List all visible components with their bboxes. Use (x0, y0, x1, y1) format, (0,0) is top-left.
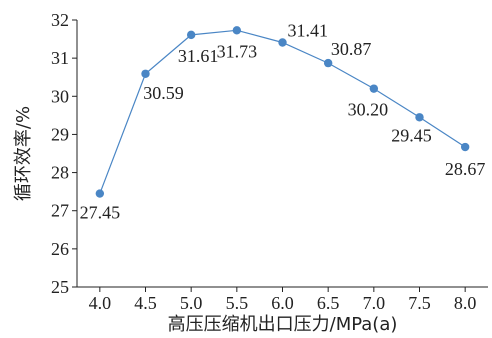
y-tick-label: 26 (51, 239, 69, 259)
y-tick-label: 28 (51, 163, 69, 183)
x-tick-label: 4.0 (89, 293, 112, 313)
data-point (186, 30, 196, 40)
data-label: 28.67 (445, 159, 486, 179)
y-tick-label: 25 (51, 277, 69, 297)
x-tick-label: 5.0 (180, 293, 203, 313)
data-point (278, 38, 287, 47)
plot-area: 25 26 27 28 29 30 31 32 4.0 4.5 5.0 5.5 6.0 6.5 7.0 7.5… (51, 10, 488, 313)
y-axis-title: 循环效率/% (13, 106, 34, 201)
data-point (369, 84, 379, 93)
x-tick-label: 7.0 (363, 293, 386, 313)
series-line (99, 29, 466, 194)
x-tick-label: 5.5 (226, 293, 249, 313)
data-label: 30.59 (143, 83, 184, 103)
data-point (232, 26, 242, 35)
data-point (95, 189, 105, 198)
y-tick-label: 29 (51, 124, 69, 144)
data-label: 29.45 (391, 125, 432, 145)
x-tick-label: 6.5 (317, 293, 340, 313)
y-tick-label: 30 (51, 86, 69, 106)
data-point (141, 69, 150, 78)
y-tick-label: 31 (51, 48, 69, 68)
data-label: 27.45 (80, 203, 121, 223)
data-label: 31.41 (288, 21, 329, 41)
x-axis-title: 高压压缩机出口压力/MPa(a) (168, 314, 398, 335)
data-label: 30.20 (348, 100, 389, 120)
data-point (415, 113, 424, 122)
data-point (460, 142, 470, 152)
data-label: 30.87 (331, 39, 372, 59)
x-tick-label: 8.0 (454, 293, 477, 313)
data-point (323, 58, 333, 68)
x-tick-label: 7.5 (408, 293, 431, 313)
y-tick-label: 27 (51, 201, 69, 221)
y-tick-label: 32 (51, 10, 69, 30)
data-label: 31.61 (178, 46, 219, 66)
x-tick-label: 4.5 (134, 293, 157, 313)
data-label: 31.73 (217, 41, 258, 61)
x-tick-label: 6.0 (271, 293, 294, 313)
